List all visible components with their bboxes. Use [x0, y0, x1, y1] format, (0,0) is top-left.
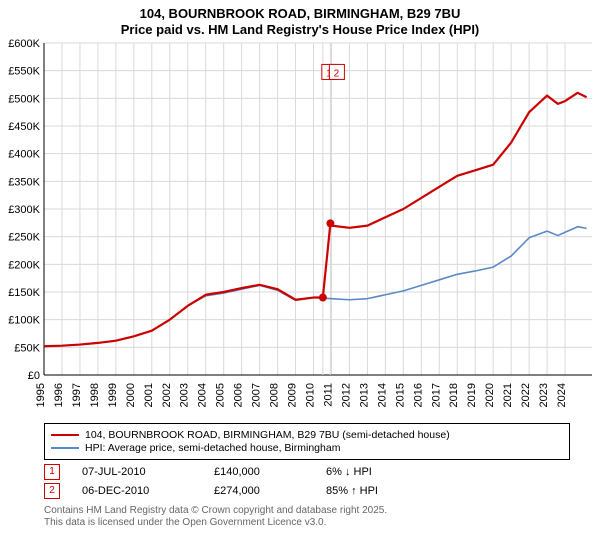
svg-text:1998: 1998 — [89, 383, 101, 407]
svg-text:2004: 2004 — [197, 383, 209, 407]
title-block: 104, BOURNBROOK ROAD, BIRMINGHAM, B29 7B… — [0, 0, 600, 39]
svg-text:2005: 2005 — [215, 383, 227, 407]
svg-text:1997: 1997 — [71, 383, 83, 407]
legend-label: 104, BOURNBROOK ROAD, BIRMINGHAM, B29 7B… — [85, 429, 450, 441]
sale-price: £140,000 — [214, 466, 304, 478]
svg-text:2018: 2018 — [448, 383, 460, 407]
svg-text:2022: 2022 — [520, 383, 532, 407]
legend: 104, BOURNBROOK ROAD, BIRMINGHAM, B29 7B… — [44, 423, 570, 460]
sale-row: 1 07-JUL-2010 £140,000 6% ↓ HPI — [44, 464, 570, 480]
svg-text:2021: 2021 — [502, 383, 514, 407]
svg-text:2009: 2009 — [287, 383, 299, 407]
svg-text:1995: 1995 — [35, 383, 47, 407]
sale-price: £274,000 — [214, 485, 304, 497]
svg-text:2007: 2007 — [251, 383, 263, 407]
svg-text:2006: 2006 — [233, 383, 245, 407]
chart-area: £0 £50K £100K £150K £200K £250K £300K £350K £400… — [0, 39, 600, 419]
svg-text:£300K: £300K — [8, 204, 40, 216]
svg-text:2008: 2008 — [269, 383, 281, 407]
svg-text:£350K: £350K — [8, 176, 40, 188]
svg-text:2020: 2020 — [484, 382, 496, 406]
legend-row: 104, BOURNBROOK ROAD, BIRMINGHAM, B29 7B… — [51, 429, 563, 441]
footer-line1: Contains HM Land Registry data © Crown c… — [44, 505, 570, 518]
sale-date: 06-DEC-2010 — [82, 485, 192, 497]
svg-text:2002: 2002 — [161, 383, 173, 407]
legend-label: HPI: Average price, semi-detached house,… — [85, 442, 340, 454]
svg-text:1996: 1996 — [53, 383, 65, 407]
legend-row: HPI: Average price, semi-detached house,… — [51, 442, 563, 454]
footer-line2: This data is licensed under the Open Gov… — [44, 517, 570, 530]
svg-text:2014: 2014 — [376, 383, 388, 407]
svg-text:£500K: £500K — [8, 93, 40, 105]
svg-text:2024: 2024 — [556, 383, 568, 407]
svg-text:1999: 1999 — [107, 383, 119, 407]
sale-marker: 1 — [44, 464, 60, 480]
svg-text:2015: 2015 — [394, 383, 406, 407]
svg-text:2012: 2012 — [340, 383, 352, 407]
svg-text:2019: 2019 — [466, 383, 478, 407]
svg-text:2023: 2023 — [538, 383, 550, 407]
footer: Contains HM Land Registry data © Crown c… — [44, 505, 570, 530]
svg-text:2000: 2000 — [125, 383, 137, 407]
sale-delta: 85% ↑ HPI — [326, 485, 416, 497]
chart-container: 104, BOURNBROOK ROAD, BIRMINGHAM, B29 7B… — [0, 0, 600, 530]
chart-svg: £0 £50K £100K £150K £200K £250K £300K £350K £400… — [0, 39, 600, 419]
svg-text:2011: 2011 — [322, 383, 334, 407]
svg-text:£0: £0 — [28, 370, 40, 382]
svg-text:2001: 2001 — [143, 383, 155, 407]
sales-table: 1 07-JUL-2010 £140,000 6% ↓ HPI 2 06-DEC-2010… — [44, 464, 570, 499]
legend-swatch — [51, 434, 79, 436]
sale-date: 07-JUL-2010 — [82, 466, 192, 478]
svg-text:£100K: £100K — [8, 314, 40, 326]
svg-text:£600K: £600K — [8, 39, 40, 50]
svg-text:2017: 2017 — [430, 383, 442, 407]
sale-row: 2 06-DEC-2010 £274,000 85% ↑ HPI — [44, 483, 570, 499]
sale-marker: 2 — [44, 483, 60, 499]
svg-text:£150K: £150K — [8, 287, 40, 299]
svg-text:£450K: £450K — [8, 121, 40, 133]
svg-text:2013: 2013 — [358, 383, 370, 407]
svg-text:2003: 2003 — [179, 383, 191, 407]
svg-text:£400K: £400K — [8, 148, 40, 160]
svg-text:£50K: £50K — [14, 342, 40, 354]
legend-swatch — [51, 447, 79, 449]
svg-text:2: 2 — [334, 68, 340, 79]
sale-delta: 6% ↓ HPI — [326, 466, 416, 478]
svg-text:£200K: £200K — [8, 259, 40, 271]
title-line2: Price paid vs. HM Land Registry's House … — [0, 22, 600, 38]
svg-text:£250K: £250K — [8, 231, 40, 243]
svg-text:£550K: £550K — [8, 65, 40, 77]
title-line1: 104, BOURNBROOK ROAD, BIRMINGHAM, B29 7B… — [0, 6, 600, 22]
svg-text:2016: 2016 — [412, 383, 424, 407]
svg-text:2010: 2010 — [305, 383, 317, 407]
